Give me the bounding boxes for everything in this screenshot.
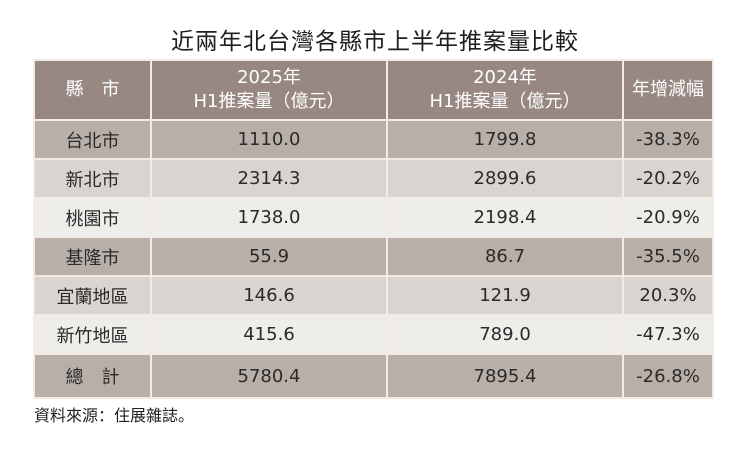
table-row: 桃園市 1738.0 2198.4 -20.9% xyxy=(35,199,712,236)
cell-total-2024: 7895.4 xyxy=(388,355,622,397)
cell-county: 基隆市 xyxy=(35,238,150,275)
cell-county: 宜蘭地區 xyxy=(35,277,150,314)
cell-county: 台北市 xyxy=(35,121,150,158)
cell-2025: 415.6 xyxy=(152,316,386,353)
header-change: 年增減幅 xyxy=(624,61,712,119)
cell-county: 新竹地區 xyxy=(35,316,150,353)
header-2024-year: 2024年 xyxy=(473,67,537,88)
cell-county: 新北市 xyxy=(35,160,150,197)
cell-2024: 1799.8 xyxy=(388,121,622,158)
source-note: 資料來源：住展雜誌。 xyxy=(34,406,195,425)
cell-2024: 121.9 xyxy=(388,277,622,314)
cell-total-label: 總計 xyxy=(35,355,150,397)
cell-2024: 86.7 xyxy=(388,238,622,275)
total-row: 總計 5780.4 7895.4 -26.8% xyxy=(35,355,712,397)
cell-change: -47.3% xyxy=(624,316,712,353)
table-title: 近兩年北台灣各縣市上半年推案量比較 xyxy=(171,29,579,55)
cell-2025: 55.9 xyxy=(152,238,386,275)
table-row: 台北市 1110.0 1799.8 -38.3% xyxy=(35,121,712,158)
header-row: 縣市 2025年 H1推案量（億元） 2024年 H1推案量（億元） 年增減幅 xyxy=(35,61,712,119)
header-2024: 2024年 H1推案量（億元） xyxy=(388,61,622,119)
table-row: 新竹地區 415.6 789.0 -47.3% xyxy=(35,316,712,353)
cell-2025: 146.6 xyxy=(152,277,386,314)
cell-2025: 1110.0 xyxy=(152,121,386,158)
cell-change: -20.2% xyxy=(624,160,712,197)
cell-total-2025: 5780.4 xyxy=(152,355,386,397)
cell-change: -20.9% xyxy=(624,199,712,236)
cell-change: -38.3% xyxy=(624,121,712,158)
cell-2025: 1738.0 xyxy=(152,199,386,236)
header-2025-metric: H1推案量（億元） xyxy=(193,91,345,112)
header-county: 縣市 xyxy=(35,61,150,119)
cell-2024: 2899.6 xyxy=(388,160,622,197)
cell-2025: 2314.3 xyxy=(152,160,386,197)
cell-county: 桃園市 xyxy=(35,199,150,236)
cell-change: 20.3% xyxy=(624,277,712,314)
header-2024-metric: H1推案量（億元） xyxy=(429,91,581,112)
table-row: 新北市 2314.3 2899.6 -20.2% xyxy=(35,160,712,197)
cell-2024: 789.0 xyxy=(388,316,622,353)
cell-2024: 2198.4 xyxy=(388,199,622,236)
cell-total-change: -26.8% xyxy=(624,355,712,397)
table-row: 宜蘭地區 146.6 121.9 20.3% xyxy=(35,277,712,314)
table-row: 基隆市 55.9 86.7 -35.5% xyxy=(35,238,712,275)
header-2025: 2025年 H1推案量（億元） xyxy=(152,61,386,119)
cell-change: -35.5% xyxy=(624,238,712,275)
presale-comparison-table: 縣市 2025年 H1推案量（億元） 2024年 H1推案量（億元） 年增減幅 … xyxy=(33,59,714,399)
header-2025-year: 2025年 xyxy=(237,67,301,88)
